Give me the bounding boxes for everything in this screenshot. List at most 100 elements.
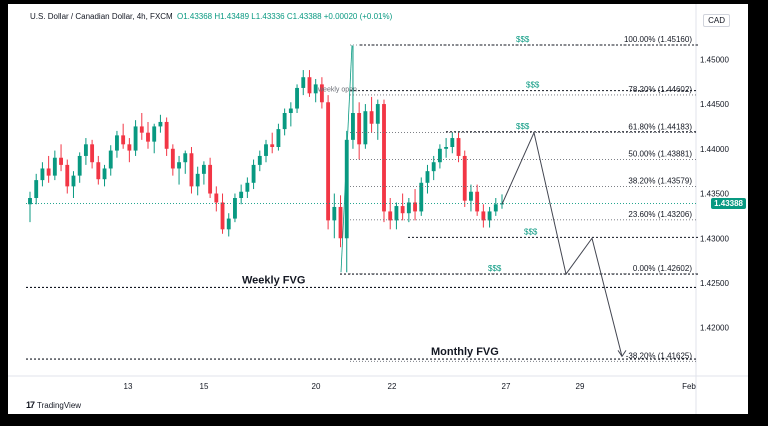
candle-body	[437, 148, 442, 163]
candle-body	[108, 150, 113, 169]
candle-body	[127, 144, 132, 151]
candle-body	[307, 77, 312, 94]
candle-body	[52, 157, 57, 176]
candle	[83, 138, 88, 165]
fib-level-label: 100.00% (1.45160)	[624, 35, 692, 44]
candle	[71, 171, 76, 198]
candle	[257, 150, 262, 172]
candle	[450, 132, 455, 154]
candle	[108, 145, 113, 176]
candle	[270, 132, 275, 154]
x-tick-label: 20	[312, 382, 321, 391]
candle-body	[83, 144, 88, 156]
currency-button[interactable]: CAD	[703, 14, 730, 27]
symbol-title[interactable]: U.S. Dollar / Canadian Dollar, 4h, FXCM	[30, 12, 173, 21]
candle-body	[90, 144, 95, 163]
candle-body	[239, 191, 244, 198]
projection-arrowhead	[617, 350, 627, 358]
candle	[394, 202, 399, 230]
candle	[264, 139, 268, 163]
candle-body	[183, 153, 188, 163]
candle-body	[419, 182, 424, 212]
candle-body	[71, 175, 76, 187]
candle-body	[406, 202, 411, 214]
candle-body	[146, 132, 150, 142]
candle-body	[121, 135, 126, 145]
weekly-open-label: weekly open	[317, 87, 357, 94]
candle-body	[456, 138, 461, 156]
candle-body	[34, 180, 39, 198]
price-chart[interactable]: 1.45000 1.44500 1.44000 1.43500 1.43000 1.425…	[8, 4, 748, 414]
candle	[28, 191, 32, 223]
candle	[369, 96, 374, 133]
candle	[208, 157, 213, 198]
ohlc-readout: O1.43368 H1.43489 L1.43336 C1.43388 +0.0…	[176, 12, 393, 21]
candle	[462, 150, 467, 207]
candle	[233, 193, 237, 223]
candle	[59, 144, 63, 172]
candle	[220, 193, 225, 234]
candle	[46, 155, 51, 183]
candle-body	[46, 168, 51, 176]
liquidity-label: $$$	[488, 264, 502, 273]
y-tick-label: 1.42500	[700, 279, 729, 288]
candle	[90, 139, 95, 169]
y-tick-label: 1.43500	[700, 190, 729, 199]
candle-body	[363, 111, 368, 145]
candle-body	[245, 182, 250, 192]
candle-body	[431, 162, 436, 172]
fvg-zone-label: Weekly FVG	[242, 274, 305, 286]
candle-body	[469, 191, 473, 201]
candle-body	[139, 126, 144, 133]
chart-header: U.S. Dollar / Canadian Dollar, 4h, FXCM …	[30, 12, 392, 21]
candle-body	[214, 193, 219, 203]
y-tick-label: 1.44000	[700, 145, 729, 154]
candle-body	[65, 164, 70, 187]
candle	[158, 114, 163, 133]
candle	[34, 173, 39, 205]
candle-body	[338, 206, 343, 239]
candle	[102, 164, 107, 187]
candle	[332, 193, 337, 239]
candle-body	[344, 139, 349, 239]
candle-body	[257, 155, 262, 165]
candle-body	[77, 155, 82, 176]
candle-body	[152, 126, 157, 142]
candle-body	[282, 113, 287, 130]
candle-body	[326, 102, 331, 221]
candle	[65, 159, 70, 194]
candle-body	[475, 191, 480, 212]
y-tick-label: 1.45000	[700, 55, 729, 64]
x-tick-label: 13	[124, 382, 133, 391]
candle-body	[313, 84, 318, 94]
candle-body	[28, 198, 32, 205]
liquidity-label: $$$	[524, 227, 538, 236]
candle-body	[276, 129, 281, 147]
tradingview-brand[interactable]: 17 TradingView	[26, 400, 81, 410]
candle	[307, 70, 312, 97]
tradingview-logo-icon: 17	[26, 400, 35, 410]
candle	[444, 138, 449, 158]
candle	[251, 159, 256, 190]
candle-body	[158, 121, 163, 127]
candle	[226, 213, 231, 237]
candle	[139, 113, 144, 140]
candle-body	[357, 113, 362, 145]
candle-body	[59, 157, 63, 165]
candle	[245, 177, 250, 198]
fib-level-label: -38.20% (1.41625)	[626, 351, 693, 360]
candle	[319, 77, 324, 109]
candle	[382, 99, 386, 223]
candle-body	[220, 202, 225, 230]
candle-body	[270, 144, 275, 147]
y-tick-label: 1.42000	[700, 324, 729, 333]
fib-level-label: 61.80% (1.44183)	[628, 122, 692, 131]
liquidity-label: $$$	[516, 122, 530, 131]
candle	[214, 186, 219, 212]
candle-body	[170, 148, 175, 169]
candle-body	[264, 144, 268, 156]
candle	[425, 164, 430, 194]
candle-body	[382, 104, 386, 212]
candle-body	[351, 113, 355, 140]
candle-body	[332, 206, 337, 221]
